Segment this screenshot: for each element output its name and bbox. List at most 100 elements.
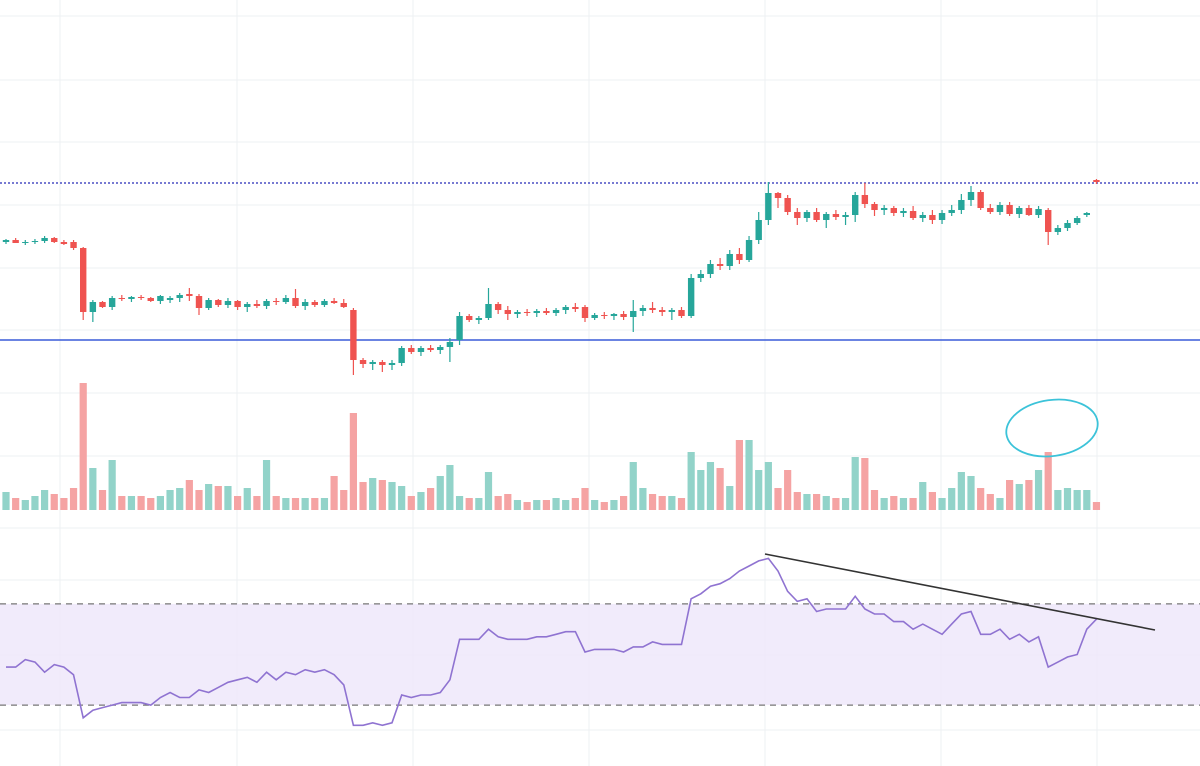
volume-bar [1092,502,1101,510]
candle-body [427,348,434,350]
candle-body [186,294,193,296]
price-pane [0,179,1200,375]
candle-body [871,204,878,210]
candle-body [909,211,917,218]
candle-body [388,363,396,365]
candle-body [301,302,309,306]
candle-body [1016,208,1023,214]
volume-bar [620,496,628,510]
volume-bar [291,498,300,510]
volume-bar [79,383,87,510]
candle-body [456,316,463,340]
candle-body [166,298,174,300]
volume-bar [687,452,695,510]
volume-bar [359,482,367,510]
volume-bar [716,468,724,510]
volume-bar [562,500,570,510]
candle-body [938,213,946,220]
volume-bar [909,498,917,510]
volume-bar [378,480,386,510]
candle-body [446,342,454,347]
candle-body [591,315,598,318]
volume-bar [832,498,840,510]
candle-body [707,264,714,274]
candle-body [630,311,637,317]
candle-body [514,312,521,314]
candle-body [543,311,550,313]
volume-bar [996,498,1004,510]
volume-bar [899,498,908,510]
candle-body [282,298,290,302]
volume-bar [369,478,377,510]
volume-bar [1006,480,1014,510]
candle-body [900,211,907,213]
rsi-line [6,557,1098,727]
candle-body [987,208,994,212]
volume-bar [176,488,184,510]
volume-bar [137,496,145,510]
volume-bar [147,498,155,510]
volume-bar [1034,470,1043,510]
candle-body [813,212,820,220]
volume-bar [880,498,888,510]
volume-bar [417,492,425,510]
candle-body [12,240,19,243]
candle-body [774,193,782,198]
volume-bar [455,496,464,510]
candle-body [668,310,676,312]
volume-bar [118,496,126,510]
candle-body [215,300,222,305]
candle-body [1035,209,1042,215]
volume-bar [610,500,618,510]
candle-body [929,215,936,220]
volume-bar [726,486,734,510]
volume-bar [784,470,792,510]
volume-bar [31,496,39,510]
volume-bar [533,500,541,510]
candle-body [784,198,791,212]
candle-body [552,310,560,313]
volume-bar [822,496,830,510]
candle-body [1025,208,1033,215]
candle-body [736,254,743,260]
volume-bar [600,502,608,510]
candle-body [273,301,280,302]
volume-bar [948,488,956,510]
volume-bar [340,490,348,510]
candle-body [195,296,203,308]
candle-body [137,297,145,298]
trend-line [764,553,1156,631]
volume-bar [774,488,782,510]
volume-bar [98,490,107,510]
candle-body [601,315,608,316]
volume-bar [504,494,512,510]
volume-bar [407,496,415,510]
candle-body [80,248,87,312]
volume-bar [581,488,589,510]
rsi-band [0,603,1200,706]
volume-bar [214,486,222,510]
volume-bar [639,488,647,510]
candle-body [99,302,106,307]
volume-bar [668,496,676,510]
volume-bar [388,482,396,510]
candle-body [716,264,724,266]
candle-body [475,318,483,320]
volume-bar [745,440,753,510]
candle-body [687,278,695,316]
volume-bar [2,492,10,510]
candle-body [147,298,154,301]
candle-body [765,193,772,220]
candle-body [726,254,733,266]
volume-bar [803,494,811,510]
volume-bar [41,490,49,510]
volume-bar [542,500,550,510]
volume-bar [311,498,319,510]
volume-bar [977,488,985,510]
candle-body [958,200,965,210]
volume-bar [841,498,850,510]
volume-bar [427,488,435,510]
candle-body [948,210,955,213]
candle-body [562,307,569,310]
candle-body [22,242,29,243]
